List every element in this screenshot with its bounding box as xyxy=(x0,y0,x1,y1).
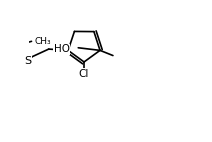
Text: CH₃: CH₃ xyxy=(34,37,51,46)
Text: S: S xyxy=(25,56,32,66)
Text: Cl: Cl xyxy=(79,69,89,79)
Text: HO: HO xyxy=(54,44,70,54)
